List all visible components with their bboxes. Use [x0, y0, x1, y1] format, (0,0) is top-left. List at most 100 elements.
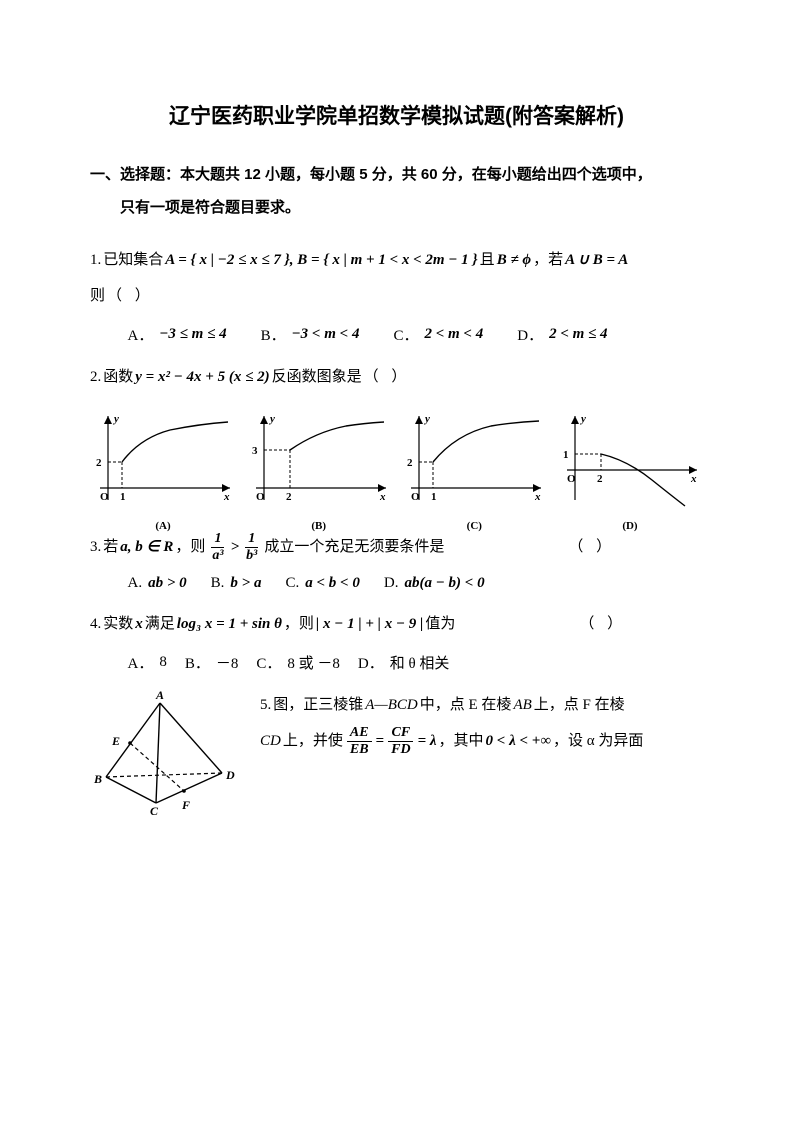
svg-text:1: 1	[431, 491, 437, 503]
svg-text:D: D	[225, 768, 235, 782]
q5-t1: 图，正三棱锥	[273, 687, 363, 723]
section-line1: 一、选择题：本大题共 12 小题，每小题 5 分，共 60 分，在每小题给出四个…	[90, 158, 703, 191]
svg-text:2: 2	[286, 491, 292, 503]
svg-text:x: x	[534, 491, 541, 503]
q2-t1: 函数	[103, 359, 133, 395]
svg-text:1: 1	[563, 449, 569, 461]
q5-t4a: CD	[260, 723, 281, 759]
q5-lambdarange: 0 < λ < +∞	[486, 723, 552, 759]
q3-blank: （ ）	[568, 529, 615, 565]
q2-graphs: O x y 2 1 (A) O x y 3 2 (B)	[90, 405, 703, 515]
q3-optA-label: A.	[128, 575, 143, 592]
q5-diagram: A B C D E F	[90, 687, 240, 822]
q2-f1: y = x² − 4x + 5 (x ≤ 2)	[135, 359, 269, 395]
q1-t3: ，若	[533, 242, 563, 278]
q3-optD: ab(a − b) < 0	[404, 575, 484, 592]
q4-optD-label: D．	[358, 652, 384, 673]
q5-frac2: CF FD	[388, 726, 413, 757]
section-header: 一、选择题：本大题共 12 小题，每小题 5 分，共 60 分，在每小题给出四个…	[90, 158, 703, 224]
q5-fAB: AB	[513, 687, 531, 723]
q4-f1: log₃ x = 1 + sin θ	[177, 606, 282, 642]
svg-text:2: 2	[96, 457, 102, 469]
q1-options: A．−3 ≤ m ≤ 4 B．−3 < m < 4 C．2 < m < 4 D．…	[90, 324, 703, 345]
q5-t3: 上，点 F 在棱	[534, 687, 625, 723]
q5-eqlambda: = λ	[418, 723, 437, 759]
svg-text:B: B	[93, 772, 102, 786]
svg-text:F: F	[181, 798, 190, 812]
question-4: 4. 实数 x 满足 log₃ x = 1 + sin θ ，则 | x − 1…	[90, 606, 703, 642]
svg-text:O: O	[256, 491, 265, 503]
svg-text:E: E	[111, 734, 120, 748]
q5-t5: ，其中	[439, 723, 484, 759]
q1-optB-label: B．	[261, 324, 286, 345]
q1-optD: 2 < m ≤ 4	[549, 326, 607, 343]
q2-graph-A: O x y 2 1 (A)	[90, 405, 236, 515]
q4-options: A．8 B．－8 C．8 或 －8 D．和 θ 相关	[90, 652, 703, 673]
q2-t2: 反函数图象是	[272, 359, 362, 395]
q1-optC-label: C．	[393, 324, 418, 345]
q2-graph-C: O x y 2 1 (C)	[401, 405, 547, 515]
q1-optA-label: A．	[128, 324, 154, 345]
question-1: 1. 已知集合 A = { x | −2 ≤ x ≤ 7 }, B = { x …	[90, 242, 703, 314]
q3-t3: 成立一个充足无须要条件是	[264, 529, 444, 565]
q3-optD-label: D.	[384, 575, 399, 592]
q2-blank: （ ）	[364, 359, 411, 395]
q5-num: 5.	[260, 687, 271, 723]
svg-text:x: x	[690, 473, 697, 485]
svg-text:C: C	[150, 804, 159, 817]
q4-f2: | x − 1 | + | x − 9 |	[316, 606, 423, 642]
svg-text:x: x	[379, 491, 386, 503]
svg-text:y: y	[579, 413, 586, 425]
q3-frac1: 1 a³	[209, 532, 226, 563]
q5-frac1: AE EB	[347, 726, 372, 757]
q1-num: 1.	[90, 242, 101, 278]
question-2: 2. 函数 y = x² − 4x + 5 (x ≤ 2) 反函数图象是 （ ）	[90, 359, 703, 395]
q3-t1: 若	[103, 529, 118, 565]
q3-optA: ab > 0	[148, 575, 187, 592]
q4-t4: 值为	[425, 606, 455, 642]
q4-num: 4.	[90, 606, 101, 642]
q1-t1: 已知集合	[103, 242, 163, 278]
q4-blank: （ ）	[579, 606, 626, 642]
q1-optC: 2 < m < 4	[424, 326, 483, 343]
svg-text:2: 2	[407, 457, 413, 469]
q1-optD-label: D．	[517, 324, 543, 345]
q4-optB: －8	[216, 652, 239, 673]
q3-gt: >	[231, 529, 240, 565]
q3-optC: a < b < 0	[305, 575, 360, 592]
q5-t6: ，设 α 为异面	[553, 723, 643, 759]
q1-f2: B ≠ ϕ	[497, 242, 531, 278]
q2-graph-B: O x y 3 2 (B)	[246, 405, 392, 515]
q3-optB-label: B.	[211, 575, 225, 592]
svg-text:A: A	[155, 688, 164, 702]
svg-text:1: 1	[120, 491, 126, 503]
q3-num: 3.	[90, 529, 101, 565]
q3-optB: b > a	[230, 575, 261, 592]
q4-t1: 实数	[103, 606, 133, 642]
q4-t3: ，则	[284, 606, 314, 642]
q1-t2: 且	[480, 242, 495, 278]
q5-t2: 中，点 E 在棱	[420, 687, 512, 723]
q5-fABCD: A—BCD	[365, 687, 418, 723]
section-line2: 只有一项是符合题目要求。	[90, 191, 703, 224]
q1-t4: 则	[90, 278, 105, 314]
q1-optA: −3 ≤ m ≤ 4	[159, 326, 226, 343]
q1-f3: A ∪ B = A	[565, 242, 628, 278]
q4-optB-label: B．	[185, 652, 210, 673]
q4-optC-label: C．	[256, 652, 281, 673]
svg-text:3: 3	[252, 445, 258, 457]
svg-text:y: y	[423, 413, 430, 425]
q1-f1: A = { x | −2 ≤ x ≤ 7 }, B = { x | m + 1 …	[165, 242, 477, 278]
question-5: A B C D E F	[90, 687, 703, 822]
svg-text:O: O	[100, 491, 109, 503]
q4-optA: 8	[159, 654, 167, 671]
q5-eq1: =	[376, 723, 385, 759]
q3-options: A.ab > 0 B.b > a C.a < b < 0 D.ab(a − b)…	[90, 575, 703, 592]
q4-t2: 满足	[145, 606, 175, 642]
q2-graph-D: O x y 1 2 (D)	[557, 405, 703, 515]
page-title: 辽宁医药职业学院单招数学模拟试题(附答案解析)	[90, 100, 703, 130]
q3-t2: ，则	[175, 529, 205, 565]
q3-frac2: 1 b³	[243, 532, 260, 563]
svg-text:x: x	[223, 491, 230, 503]
q4-optD: 和 θ 相关	[390, 652, 450, 673]
